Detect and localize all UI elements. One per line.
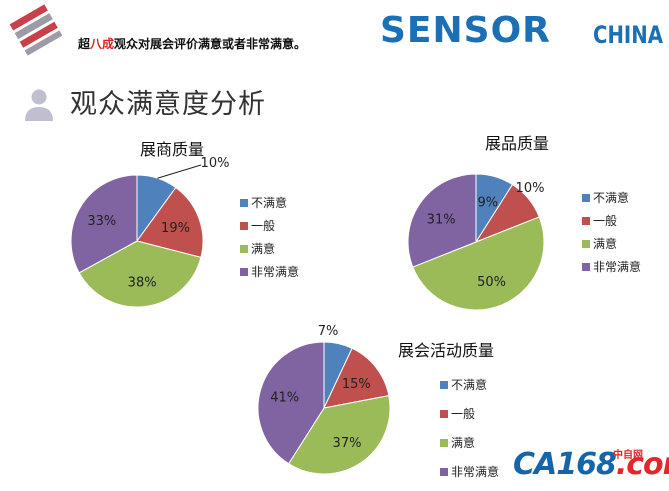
data-label: 9% bbox=[477, 196, 498, 211]
data-label: 33% bbox=[87, 214, 116, 229]
headline: 超八成观众对展会评价满意或者非常满意。 bbox=[78, 37, 307, 51]
legend-swatch bbox=[440, 468, 448, 476]
ca168-subtitle: 中自网 bbox=[613, 450, 643, 461]
person-icon bbox=[25, 89, 53, 121]
legend-swatch bbox=[582, 217, 590, 225]
legend-label: 不满意 bbox=[593, 190, 629, 205]
legend-label: 一般 bbox=[451, 406, 475, 421]
legend-swatch bbox=[440, 439, 448, 447]
data-label: 10% bbox=[201, 156, 230, 171]
pie-slice-一般 bbox=[136, 186, 204, 259]
pie-slice-非常满意 bbox=[257, 341, 325, 465]
pie-slice-满意 bbox=[78, 240, 202, 308]
legend-label: 满意 bbox=[251, 241, 275, 256]
pie-slice-满意 bbox=[412, 216, 545, 311]
ribbon-logo-icon bbox=[9, 4, 63, 56]
data-label: 7% bbox=[318, 324, 339, 339]
china-logo: CHINA bbox=[593, 21, 663, 49]
data-label: 19% bbox=[161, 221, 190, 236]
data-label: 38% bbox=[128, 276, 157, 291]
legend-swatch bbox=[582, 263, 590, 271]
sensor-logo: SENSOR bbox=[380, 10, 551, 51]
legend-label: 非常满意 bbox=[251, 264, 299, 279]
legend-swatch bbox=[240, 222, 248, 230]
legend-label: 非常满意 bbox=[593, 259, 641, 274]
legend-label: 不满意 bbox=[451, 377, 487, 392]
pie-slice-非常满意 bbox=[407, 173, 477, 268]
legend-swatch bbox=[582, 240, 590, 248]
legend-label: 一般 bbox=[593, 213, 617, 228]
legend-swatch bbox=[582, 194, 590, 202]
legend-swatch bbox=[440, 410, 448, 418]
headline-highlight: 八成 bbox=[90, 37, 115, 51]
data-label: 37% bbox=[333, 436, 362, 451]
pie-slice-满意 bbox=[287, 395, 391, 475]
pie-slice-非常满意 bbox=[70, 174, 138, 274]
ca168-logo: CA168.com bbox=[513, 447, 669, 482]
legend-swatch bbox=[240, 268, 248, 276]
legend-label: 非常满意 bbox=[451, 464, 499, 479]
data-label: 10% bbox=[516, 181, 545, 196]
legend-swatch bbox=[440, 381, 448, 389]
data-label: 15% bbox=[342, 377, 371, 392]
legend-label: 满意 bbox=[593, 236, 617, 251]
legend-label: 满意 bbox=[451, 435, 475, 450]
chart-title: 展品质量 bbox=[485, 134, 549, 153]
legend-swatch bbox=[240, 199, 248, 207]
data-label: 41% bbox=[270, 391, 299, 406]
chart-title: 展会活动质量 bbox=[398, 341, 494, 360]
pie-slice-一般 bbox=[323, 347, 390, 409]
data-label: 31% bbox=[427, 212, 456, 227]
data-label: 50% bbox=[477, 275, 506, 290]
legend-label: 一般 bbox=[251, 218, 275, 233]
leader-line bbox=[157, 164, 202, 179]
chart-title: 展商质量 bbox=[140, 140, 204, 159]
legend-swatch bbox=[240, 245, 248, 253]
page-title: 观众满意度分析 bbox=[70, 89, 266, 120]
legend-label: 不满意 bbox=[251, 195, 287, 210]
